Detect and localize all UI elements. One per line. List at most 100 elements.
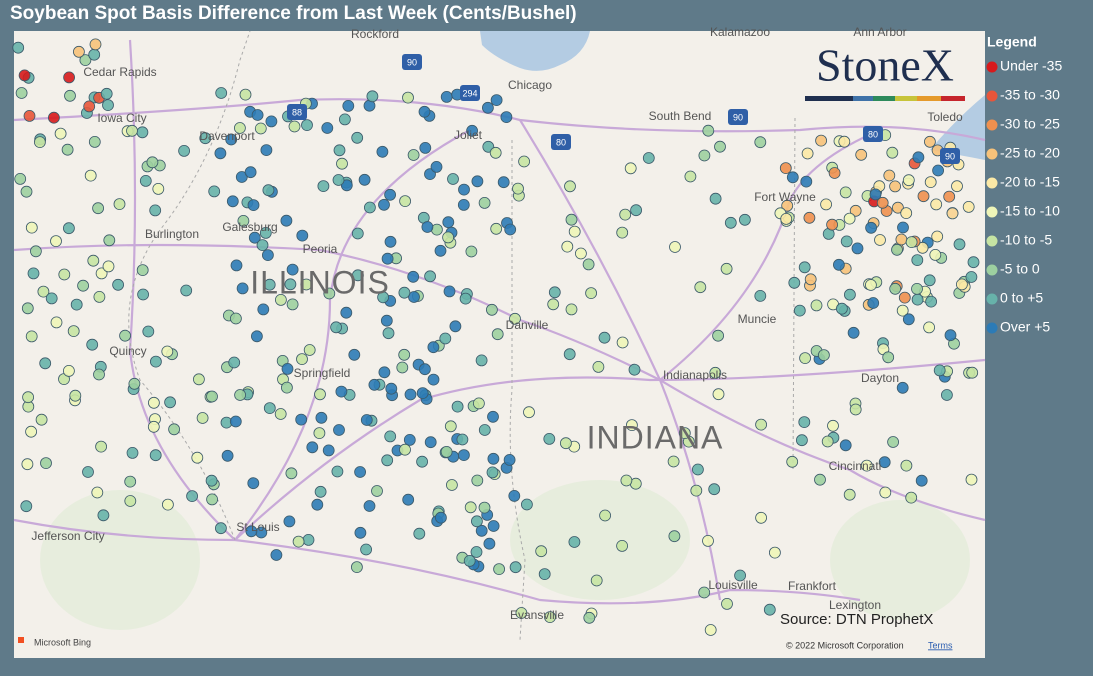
basis-dot	[849, 403, 862, 416]
basis-dot	[333, 144, 346, 157]
basis-dot	[449, 320, 462, 333]
basis-dot	[814, 473, 826, 486]
basis-dot	[147, 396, 160, 409]
basis-dot	[161, 498, 174, 511]
basis-dot	[616, 540, 628, 552]
basis-dot	[149, 204, 162, 217]
basis-dot	[351, 269, 364, 282]
legend-label: 0 to +5	[1000, 290, 1043, 306]
basis-dot	[483, 537, 496, 550]
basis-dot	[509, 312, 521, 325]
terms-link[interactable]: Terms	[928, 640, 953, 650]
basis-dot	[83, 100, 96, 113]
basis-dot	[376, 145, 389, 158]
basis-dot	[408, 291, 420, 303]
basis-dot	[585, 287, 597, 300]
basis-dot	[889, 282, 902, 295]
basis-dot	[626, 419, 638, 432]
basis-dot	[769, 546, 781, 559]
place-label: Joliet	[454, 128, 483, 142]
basis-dot	[755, 511, 767, 524]
basis-dot	[810, 299, 823, 312]
basis-dot	[616, 226, 629, 239]
basis-dot	[905, 491, 918, 504]
legend: Under -35 -35 to -30 -30 to -25 -25 to -20 -…	[986, 58, 1062, 335]
basis-dot	[471, 474, 484, 487]
basis-dot	[398, 348, 411, 361]
basis-dot	[351, 131, 364, 144]
basis-dot	[463, 555, 476, 567]
basis-dot	[360, 414, 373, 426]
basis-dot	[50, 316, 63, 329]
basis-dot	[378, 198, 390, 211]
basis-dot	[708, 483, 721, 496]
place-label: Ann Arbor	[853, 25, 906, 39]
basis-dot	[82, 466, 94, 478]
basis-dot	[917, 190, 930, 203]
bing-logo	[18, 637, 24, 643]
bing-label: Microsoft Bing	[34, 637, 91, 647]
basis-dot	[301, 119, 313, 131]
state-label: ILLINOIS	[250, 264, 390, 300]
basis-dot	[886, 146, 899, 159]
legend-swatch	[986, 293, 998, 305]
basis-dot	[340, 179, 353, 192]
place-label: Lexington	[829, 598, 881, 612]
basis-dot	[803, 211, 816, 224]
place-label: Rockford	[351, 27, 399, 41]
highway-number: 90	[945, 151, 955, 161]
basis-dot	[191, 451, 204, 464]
basis-dot	[262, 184, 275, 197]
basis-dot	[12, 41, 25, 54]
basis-dot	[565, 213, 578, 226]
basis-dot	[25, 330, 38, 343]
basis-dot	[900, 459, 913, 472]
basis-dot	[381, 454, 394, 467]
basis-dot	[363, 201, 376, 214]
basis-dot	[180, 284, 193, 297]
basis-dot	[490, 222, 503, 235]
basis-dot	[851, 242, 864, 255]
basis-dot	[836, 302, 848, 315]
basis-dot	[404, 388, 417, 401]
basis-dot	[451, 400, 464, 413]
basis-dot	[442, 231, 455, 244]
highway-number: 88	[292, 107, 302, 117]
stonex-logo: StoneX	[805, 40, 965, 101]
basis-dot	[911, 254, 924, 267]
basis-dot	[323, 287, 336, 300]
basis-dot	[440, 445, 453, 458]
basis-dot	[485, 303, 498, 316]
basis-dot	[800, 175, 813, 188]
basis-dot	[786, 171, 799, 184]
place-label: Peoria	[303, 242, 338, 256]
basis-dot	[828, 167, 841, 179]
basis-dot	[214, 147, 227, 160]
state-borders	[128, 30, 796, 641]
basis-dot	[283, 515, 296, 528]
basis-dot	[493, 563, 506, 575]
basis-dot	[475, 354, 488, 367]
basis-dot	[15, 87, 28, 99]
legend-label: -5 to 0	[1000, 261, 1040, 277]
basis-dot	[22, 391, 35, 404]
basis-dot	[348, 348, 361, 361]
basis-dot	[891, 243, 903, 256]
basis-dot	[568, 536, 581, 548]
legend-title: Legend	[987, 34, 1037, 50]
basis-dot	[146, 156, 159, 169]
basis-dot	[396, 361, 409, 374]
highway-number: 90	[407, 57, 417, 67]
basis-dot	[563, 348, 576, 361]
basis-dot	[385, 382, 398, 395]
basis-dot	[63, 364, 75, 377]
basis-dot	[678, 427, 691, 440]
basis-dot	[247, 477, 260, 490]
legend-swatch	[986, 177, 998, 189]
basis-dot	[793, 304, 806, 317]
basis-dot	[470, 546, 483, 558]
legend-label: -30 to -25	[1000, 116, 1060, 132]
basis-dot	[447, 173, 459, 185]
highway-shield	[863, 126, 883, 142]
place-label: St Louis	[236, 520, 279, 534]
